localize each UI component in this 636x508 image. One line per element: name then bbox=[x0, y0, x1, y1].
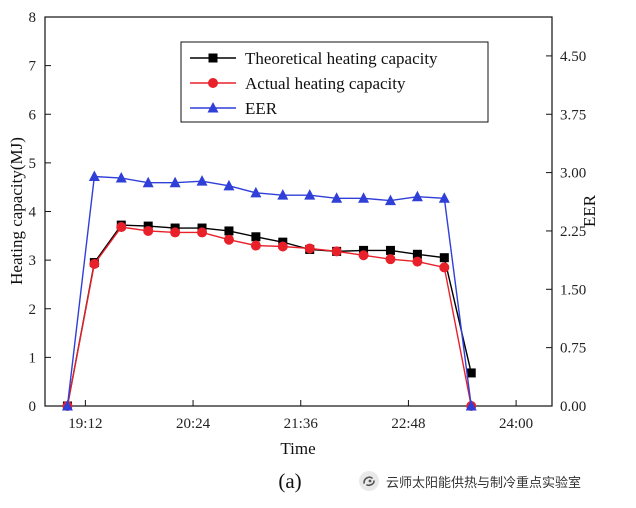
legend-marker bbox=[207, 102, 219, 113]
data-point bbox=[224, 226, 234, 236]
y2-tick-label: 1.50 bbox=[560, 282, 586, 298]
y-axis-right: 0.00 0.75 1.50 2.25 3.00 3.75 4.50 bbox=[546, 49, 586, 415]
data-point bbox=[384, 194, 396, 206]
data-point bbox=[169, 176, 181, 188]
x-axis: 19:12 20:24 21:36 22:48 24:00 bbox=[68, 400, 533, 432]
x-tick-label: 24:00 bbox=[499, 416, 533, 432]
y-tick-label: 6 bbox=[29, 107, 37, 123]
data-point bbox=[170, 227, 181, 238]
data-point bbox=[277, 189, 289, 200]
data-point bbox=[412, 249, 422, 259]
y2-tick-label: 4.50 bbox=[560, 49, 586, 65]
series-line bbox=[66, 175, 472, 407]
data-point bbox=[331, 192, 343, 203]
x-tick-label: 21:36 bbox=[284, 416, 319, 432]
y2-tick-label: 3.75 bbox=[560, 107, 586, 123]
y2-axis-title: EER bbox=[580, 194, 599, 227]
data-point bbox=[61, 400, 73, 411]
data-point bbox=[304, 243, 315, 254]
data-point bbox=[439, 253, 449, 263]
legend-label: Theoretical heating capacity bbox=[245, 49, 438, 68]
x-axis-title: Time bbox=[280, 439, 315, 458]
data-point bbox=[385, 254, 396, 265]
data-point bbox=[385, 245, 395, 255]
figure-caption: (a) bbox=[278, 469, 301, 493]
x-tick-label: 22:48 bbox=[391, 416, 425, 432]
watermark: 云师太阳能供热与制冷重点实验室 bbox=[358, 470, 581, 492]
y-tick-label: 8 bbox=[29, 10, 37, 26]
data-point bbox=[465, 400, 477, 411]
data-point bbox=[250, 240, 261, 251]
legend-marker bbox=[208, 78, 218, 88]
legend-items: Theoretical heating capacity Actual heati… bbox=[190, 49, 438, 118]
data-point bbox=[88, 170, 100, 181]
y-axis-title: Heating capacity(MJ) bbox=[7, 137, 26, 285]
data-point bbox=[115, 172, 127, 183]
data-point bbox=[358, 250, 369, 261]
data-point bbox=[116, 222, 127, 233]
data-point bbox=[223, 234, 234, 245]
y-tick-label: 2 bbox=[29, 302, 37, 318]
x-tick-label: 20:24 bbox=[176, 416, 211, 432]
data-point bbox=[411, 190, 423, 202]
data-point bbox=[250, 186, 262, 198]
data-point bbox=[438, 192, 450, 203]
data-point bbox=[358, 192, 370, 203]
y-tick-label: 3 bbox=[29, 253, 37, 269]
series-square bbox=[62, 220, 476, 411]
data-point bbox=[331, 246, 342, 257]
data-point bbox=[196, 175, 208, 186]
data-point bbox=[197, 227, 208, 238]
data-point bbox=[143, 225, 154, 236]
y-tick-label: 4 bbox=[29, 205, 37, 221]
x-tick-label: 19:12 bbox=[68, 416, 102, 432]
data-point bbox=[304, 189, 316, 200]
data-point bbox=[277, 241, 288, 252]
data-point bbox=[251, 232, 261, 242]
legend: Theoretical heating capacity Actual heati… bbox=[180, 41, 489, 123]
y2-tick-label: 0.75 bbox=[560, 341, 586, 357]
wechat-official-account-icon bbox=[359, 471, 379, 491]
y2-tick-label: 3.00 bbox=[560, 166, 586, 182]
data-point bbox=[89, 259, 100, 270]
series-triangle bbox=[61, 170, 477, 411]
data-point bbox=[439, 262, 450, 273]
y-tick-label: 5 bbox=[29, 156, 37, 172]
series-line bbox=[66, 226, 472, 407]
legend-marker bbox=[208, 53, 218, 63]
data-point bbox=[223, 179, 235, 191]
y-axis-left: 0 1 2 3 4 5 6 7 8 bbox=[29, 10, 51, 415]
y-tick-label: 1 bbox=[29, 350, 37, 366]
series-line bbox=[66, 224, 472, 407]
legend-label: EER bbox=[245, 99, 278, 118]
y2-tick-label: 2.25 bbox=[560, 224, 586, 240]
legend-label: Actual heating capacity bbox=[245, 74, 406, 93]
watermark-text: 云师太阳能供热与制冷重点实验室 bbox=[386, 475, 582, 491]
y-tick-label: 7 bbox=[29, 59, 37, 75]
data-point bbox=[466, 368, 476, 378]
y2-tick-label: 0.00 bbox=[560, 399, 586, 415]
y-tick-label: 0 bbox=[29, 399, 37, 415]
data-point bbox=[142, 176, 154, 188]
series-layer bbox=[61, 170, 477, 411]
data-point bbox=[412, 256, 423, 267]
